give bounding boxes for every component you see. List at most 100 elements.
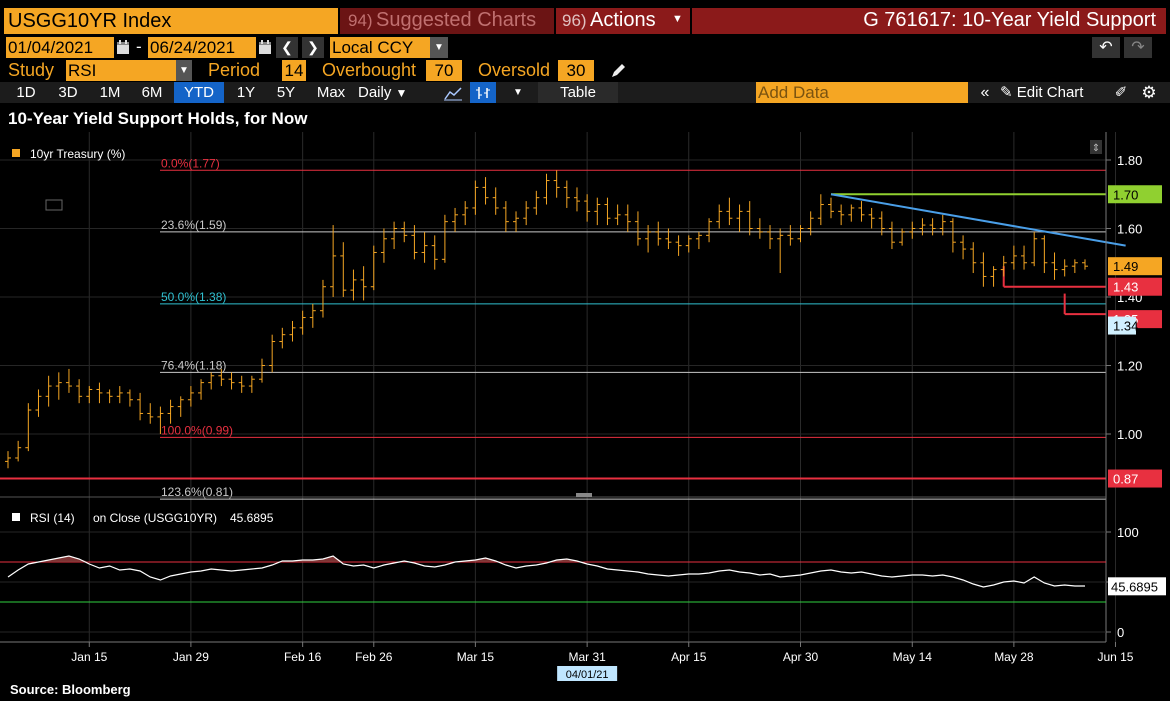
study-row: Study RSI ▼ Period 14 Overbought 70 Over… <box>0 60 1170 81</box>
range-3d[interactable]: 3D <box>58 84 78 101</box>
end-date-field[interactable]: 06/24/2021 <box>148 37 256 58</box>
value-tag-label: 1.70 <box>1113 187 1138 202</box>
calendar-icon[interactable] <box>258 39 272 55</box>
study-select[interactable]: RSI <box>66 60 176 81</box>
line-chart-icon[interactable] <box>440 82 466 103</box>
value-tag-box <box>1108 316 1136 335</box>
range-1m[interactable]: 1M <box>99 84 121 101</box>
rsi-line <box>7 555 1085 588</box>
legend-rsi-prefix: RSI (14) <box>30 511 75 525</box>
range-toolbar: 1D 3D 1M 6M YTD 1Y 5Y Max Daily ▼ ▼ Tabl… <box>0 82 1170 103</box>
chevron-down-icon[interactable]: ▼ <box>176 60 192 81</box>
oversold-input[interactable]: 30 <box>558 60 594 81</box>
chevron-down-icon: ▼ <box>395 86 408 100</box>
legend-rsi-value: 45.6895 <box>230 511 274 525</box>
suggested-charts-label: Suggested Charts <box>376 9 537 31</box>
actions-num: 96) <box>562 11 587 30</box>
edit-settings-icon[interactable]: ✐ <box>1114 84 1128 101</box>
x-tick-label: Mar 31 <box>568 650 606 664</box>
pencil-icon[interactable] <box>608 61 628 81</box>
fib-label: 50.0%(1.38) <box>161 290 226 304</box>
header-bar: USGG10YR Index 94) Suggested Charts 96) … <box>0 8 1170 34</box>
double-chevron-left-icon[interactable]: « <box>980 84 990 101</box>
rsi-value-tag-label: 45.6895 <box>1111 579 1158 594</box>
add-data-input[interactable]: Add Data <box>756 82 968 103</box>
fib-label: 23.6%(1.59) <box>161 218 226 232</box>
chart-title: 10-Year Yield Support Holds, for Now <box>8 109 308 128</box>
x-tick-label: Feb 16 <box>284 650 322 664</box>
chart-id-title: G 761617: 10-Year Yield Support <box>863 9 1156 31</box>
y-tick-label: 1.60 <box>1117 222 1142 237</box>
range-5y[interactable]: 5Y <box>276 84 296 101</box>
overbought-label: Overbought <box>322 60 417 80</box>
actions-button[interactable]: 96) Actions ▼ <box>556 8 690 34</box>
value-tag-label: 1.49 <box>1113 259 1138 274</box>
x-tick-label: Apr 15 <box>671 650 707 664</box>
legend-rsi-mid: on Close (USGG10YR) <box>93 511 217 525</box>
chart-title-bar: G 761617: 10-Year Yield Support <box>692 8 1166 34</box>
scroll-icon[interactable] <box>1090 140 1102 154</box>
suggested-charts-num: 94) <box>348 11 373 30</box>
rsi-value-tag-box <box>1108 577 1166 596</box>
start-date-field[interactable]: 01/04/2021 <box>6 37 114 58</box>
highlight-date-label: 04/01/21 <box>566 669 609 681</box>
highlight-date-box <box>557 666 618 681</box>
next-arrow-icon[interactable]: ❯ <box>302 37 324 58</box>
chevron-down-icon[interactable]: ▼ <box>430 37 448 58</box>
value-tag-box <box>1108 257 1162 276</box>
price-chart[interactable]: 0.0%(1.77) 23.6%(1.59) 50.0%(1.38) 76.4%(1.… <box>0 132 1170 684</box>
value-tag-box <box>1108 185 1162 204</box>
range-max[interactable]: Max <box>316 84 346 101</box>
x-tick-label: Jun 15 <box>1097 650 1133 664</box>
range-6m[interactable]: 6M <box>141 84 163 101</box>
x-tick-label: Mar 15 <box>457 650 495 664</box>
x-tick-label: Jan 29 <box>173 650 209 664</box>
x-tick-label: Apr 30 <box>783 650 819 664</box>
collapse-legend-icon[interactable] <box>45 199 63 211</box>
study-value: RSI <box>68 61 97 80</box>
y-tick-label: 1.20 <box>1117 359 1142 374</box>
edit-chart-button[interactable]: ✎ Edit Chart <box>1000 82 1104 103</box>
value-tag-box <box>1108 469 1162 488</box>
frequency-select[interactable]: Daily ▼ <box>358 82 408 103</box>
calendar-icon[interactable] <box>116 39 130 55</box>
prev-arrow-icon[interactable]: ❮ <box>276 37 298 58</box>
scroll-arrows-icon: ⇕ <box>1092 143 1100 154</box>
ticker-label: USGG10YR Index <box>8 10 172 32</box>
range-1d[interactable]: 1D <box>16 84 36 101</box>
legend-swatch-price <box>12 149 20 157</box>
edit-chart-label: Edit Chart <box>1016 84 1084 101</box>
fib-label: 76.4%(1.18) <box>161 358 226 372</box>
overbought-value: 70 <box>434 61 454 80</box>
overbought-input[interactable]: 70 <box>426 60 462 81</box>
panel-resize-handle[interactable] <box>576 493 592 497</box>
value-tag-label: 1.34 <box>1113 319 1138 334</box>
redo-icon[interactable]: ↷ <box>1124 37 1152 58</box>
table-button[interactable]: Table <box>538 82 618 103</box>
resistance-trendline <box>830 193 1126 247</box>
legend-price: 10yr Treasury (%) <box>30 147 125 161</box>
source-label: Source: Bloomberg <box>10 682 131 697</box>
currency-select[interactable]: Local CCY <box>330 37 430 58</box>
ohlc-chart-icon[interactable] <box>470 82 496 103</box>
x-tick-label: Feb 26 <box>355 650 393 664</box>
period-input[interactable]: 14 <box>282 60 306 81</box>
gear-icon[interactable]: ⚙ <box>1141 83 1157 102</box>
fib-label: 0.0%(1.77) <box>161 156 220 170</box>
range-ytd[interactable]: YTD <box>174 82 224 103</box>
value-tag-label: 0.87 <box>1113 472 1138 487</box>
frequency-value: Daily <box>358 84 392 101</box>
end-date-value: 06/24/2021 <box>150 38 236 57</box>
fib-label: 123.6%(0.81) <box>161 485 233 499</box>
date-row: 01/04/2021 - 06/24/2021 ❮ ❯ Local CCY ▼ … <box>0 37 1170 58</box>
ticker-box[interactable]: USGG10YR Index <box>4 8 338 34</box>
suggested-charts-button[interactable]: 94) Suggested Charts <box>340 8 554 34</box>
range-1y[interactable]: 1Y <box>236 84 256 101</box>
chevron-down-icon[interactable]: ▼ <box>513 87 523 98</box>
start-date-value: 01/04/2021 <box>8 38 94 57</box>
chevron-down-icon: ▼ <box>672 13 683 25</box>
oversold-value: 30 <box>566 61 586 80</box>
pencil-icon: ✎ <box>1000 84 1013 101</box>
undo-icon[interactable]: ↶ <box>1092 37 1120 58</box>
rsi-y-tick-label: 100 <box>1117 525 1139 540</box>
